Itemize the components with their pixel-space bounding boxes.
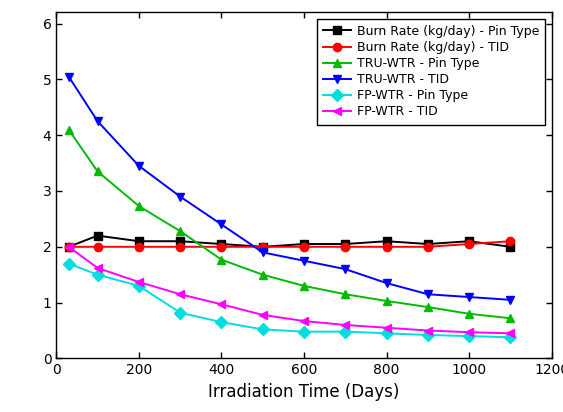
- TRU-WTR - TID: [342, 267, 348, 272]
- FP-WTR - TID: [466, 330, 472, 335]
- TRU-WTR - TID: [383, 281, 390, 286]
- FP-WTR - Pin Type: [260, 327, 266, 332]
- Line: TRU-WTR - Pin Type: TRU-WTR - Pin Type: [65, 125, 515, 323]
- TRU-WTR - Pin Type: [136, 204, 142, 208]
- TRU-WTR - Pin Type: [94, 169, 101, 174]
- X-axis label: Irradiation Time (Days): Irradiation Time (Days): [208, 383, 400, 401]
- FP-WTR - TID: [383, 325, 390, 330]
- FP-WTR - TID: [65, 244, 72, 249]
- TRU-WTR - TID: [94, 119, 101, 124]
- TRU-WTR - TID: [177, 194, 184, 199]
- FP-WTR - Pin Type: [507, 335, 514, 340]
- FP-WTR - Pin Type: [177, 310, 184, 315]
- TRU-WTR - Pin Type: [218, 257, 225, 262]
- FP-WTR - Pin Type: [301, 329, 307, 334]
- FP-WTR - TID: [218, 302, 225, 307]
- FP-WTR - TID: [507, 331, 514, 336]
- Burn Rate (kg/day) - Pin Type: [342, 241, 348, 246]
- Line: FP-WTR - Pin Type: FP-WTR - Pin Type: [65, 260, 515, 342]
- Burn Rate (kg/day) - TID: [383, 244, 390, 249]
- Burn Rate (kg/day) - Pin Type: [507, 244, 514, 249]
- Burn Rate (kg/day) - TID: [342, 244, 348, 249]
- TRU-WTR - Pin Type: [260, 272, 266, 277]
- TRU-WTR - Pin Type: [425, 304, 431, 309]
- FP-WTR - TID: [177, 292, 184, 297]
- Burn Rate (kg/day) - Pin Type: [383, 239, 390, 243]
- TRU-WTR - Pin Type: [383, 298, 390, 303]
- TRU-WTR - Pin Type: [466, 311, 472, 316]
- FP-WTR - Pin Type: [65, 261, 72, 266]
- TRU-WTR - TID: [65, 74, 72, 79]
- Burn Rate (kg/day) - TID: [466, 241, 472, 246]
- Burn Rate (kg/day) - Pin Type: [94, 233, 101, 238]
- Burn Rate (kg/day) - Pin Type: [177, 239, 184, 243]
- TRU-WTR - TID: [136, 164, 142, 169]
- Burn Rate (kg/day) - TID: [136, 244, 142, 249]
- Burn Rate (kg/day) - TID: [301, 244, 307, 249]
- TRU-WTR - Pin Type: [65, 127, 72, 132]
- Burn Rate (kg/day) - TID: [425, 244, 431, 249]
- TRU-WTR - TID: [466, 295, 472, 300]
- Line: TRU-WTR - TID: TRU-WTR - TID: [65, 73, 515, 304]
- FP-WTR - TID: [301, 318, 307, 323]
- Burn Rate (kg/day) - Pin Type: [218, 241, 225, 246]
- FP-WTR - Pin Type: [425, 332, 431, 337]
- Line: Burn Rate (kg/day) - TID: Burn Rate (kg/day) - TID: [65, 237, 515, 251]
- FP-WTR - Pin Type: [94, 272, 101, 277]
- FP-WTR - Pin Type: [383, 331, 390, 336]
- TRU-WTR - TID: [218, 222, 225, 227]
- Line: FP-WTR - TID: FP-WTR - TID: [65, 243, 515, 337]
- Burn Rate (kg/day) - Pin Type: [136, 239, 142, 243]
- Burn Rate (kg/day) - TID: [218, 244, 225, 249]
- FP-WTR - Pin Type: [342, 329, 348, 334]
- TRU-WTR - Pin Type: [507, 316, 514, 321]
- FP-WTR - TID: [136, 279, 142, 284]
- FP-WTR - TID: [260, 312, 266, 317]
- Burn Rate (kg/day) - Pin Type: [301, 241, 307, 246]
- Burn Rate (kg/day) - Pin Type: [260, 244, 266, 249]
- FP-WTR - TID: [94, 266, 101, 271]
- FP-WTR - TID: [425, 328, 431, 333]
- FP-WTR - Pin Type: [466, 334, 472, 339]
- FP-WTR - TID: [342, 323, 348, 328]
- Burn Rate (kg/day) - Pin Type: [466, 239, 472, 243]
- Legend: Burn Rate (kg/day) - Pin Type, Burn Rate (kg/day) - TID, TRU-WTR - Pin Type, TRU: Burn Rate (kg/day) - Pin Type, Burn Rate…: [317, 19, 546, 125]
- Burn Rate (kg/day) - TID: [177, 244, 184, 249]
- TRU-WTR - TID: [260, 250, 266, 255]
- TRU-WTR - Pin Type: [342, 292, 348, 297]
- TRU-WTR - TID: [507, 297, 514, 302]
- Burn Rate (kg/day) - TID: [94, 244, 101, 249]
- Burn Rate (kg/day) - TID: [260, 244, 266, 249]
- TRU-WTR - Pin Type: [177, 229, 184, 234]
- Line: Burn Rate (kg/day) - Pin Type: Burn Rate (kg/day) - Pin Type: [65, 232, 515, 251]
- TRU-WTR - TID: [301, 258, 307, 263]
- Burn Rate (kg/day) - Pin Type: [65, 244, 72, 249]
- FP-WTR - Pin Type: [136, 283, 142, 288]
- FP-WTR - Pin Type: [218, 320, 225, 325]
- Burn Rate (kg/day) - TID: [507, 239, 514, 243]
- Burn Rate (kg/day) - Pin Type: [425, 241, 431, 246]
- TRU-WTR - Pin Type: [301, 283, 307, 288]
- Burn Rate (kg/day) - TID: [65, 244, 72, 249]
- TRU-WTR - TID: [425, 292, 431, 297]
